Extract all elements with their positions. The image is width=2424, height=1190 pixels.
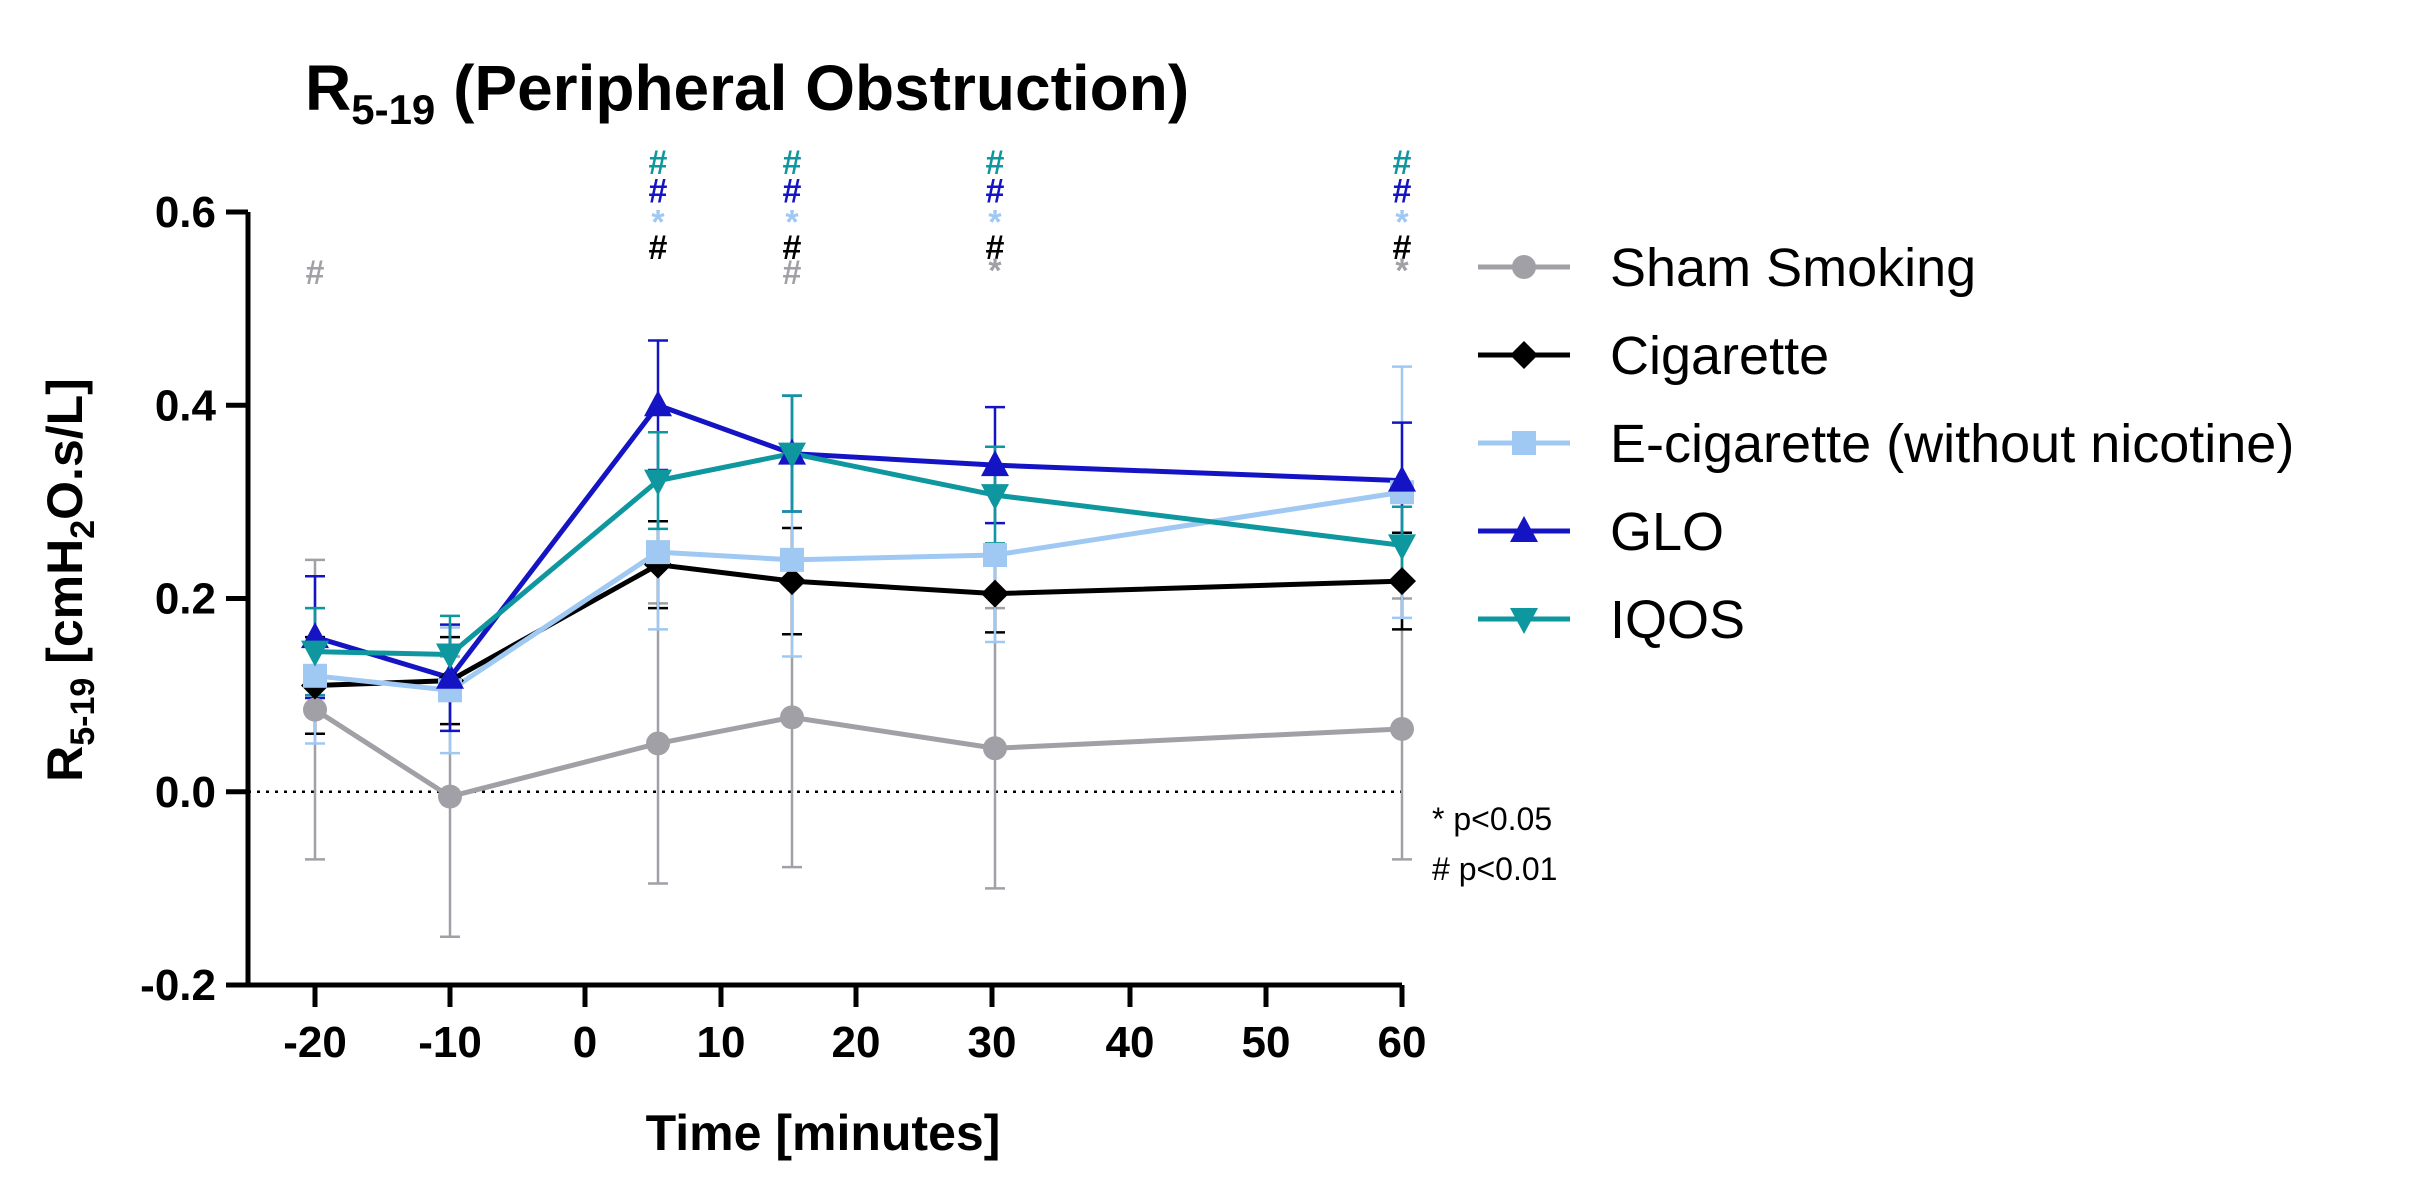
series-line xyxy=(314,402,1403,681)
significance-notes: * p<0.05 # p<0.01 xyxy=(1432,801,1557,887)
data-point xyxy=(438,784,462,809)
significance-mark: # xyxy=(986,173,1005,211)
y-tick-label: -0.2 xyxy=(140,961,216,1010)
legend-item: E-cigarette (without nicotine) xyxy=(1478,414,2294,474)
series-markers xyxy=(301,390,1416,809)
legend-label: GLO xyxy=(1610,502,1724,562)
significance-mark: # xyxy=(986,229,1005,267)
data-point xyxy=(646,731,670,756)
significance-note: * p<0.05 xyxy=(1432,801,1552,837)
significance-mark: # xyxy=(783,173,802,211)
significance-mark: * xyxy=(988,252,1002,290)
data-point xyxy=(981,579,1009,608)
significance-mark: # xyxy=(783,144,802,182)
y-label-unit-b: O.s/L] xyxy=(37,378,93,520)
data-point xyxy=(436,643,464,670)
x-tick-label: 30 xyxy=(968,1018,1017,1067)
legend-marker xyxy=(1512,255,1536,279)
legend-marker xyxy=(1510,516,1538,542)
legend-marker xyxy=(1510,341,1538,369)
data-point xyxy=(301,640,329,667)
significance-note: # p<0.01 xyxy=(1432,851,1557,887)
significance-mark: # xyxy=(649,173,668,211)
y-label-unit-a: [cmH xyxy=(37,539,93,678)
data-point xyxy=(436,662,464,689)
significance-mark: # xyxy=(1393,144,1412,182)
significance-mark: # xyxy=(783,254,802,292)
x-tick-label: 10 xyxy=(697,1018,746,1067)
significance-mark: # xyxy=(1393,229,1412,267)
y-tick-label: 0.2 xyxy=(155,575,216,624)
data-point xyxy=(1390,716,1414,741)
legend-item: IQOS xyxy=(1478,590,1745,650)
x-tick-label: 40 xyxy=(1106,1018,1155,1067)
significance-mark: # xyxy=(1393,173,1412,211)
title-main: R xyxy=(305,52,351,124)
data-point xyxy=(983,543,1007,568)
legend-item: Sham Smoking xyxy=(1478,238,1976,298)
axes: -0.2 0.0 0.2 0.4 0.6 -20 -10 0 10 20 30 40 50 60 xyxy=(140,188,1426,1067)
data-point xyxy=(1388,567,1416,596)
legend-label: Sham Smoking xyxy=(1610,238,1976,298)
series-lines xyxy=(313,402,1403,800)
y-tick-label: 0.4 xyxy=(155,381,217,430)
significance-mark: # xyxy=(783,229,802,267)
data-point xyxy=(644,469,672,496)
x-axis-label: Time [minutes] xyxy=(646,1105,1001,1161)
chart-title: R5-19 (Peripheral Obstruction) xyxy=(305,52,1189,133)
significance-mark: * xyxy=(651,204,665,242)
x-tick-label: 50 xyxy=(1242,1018,1291,1067)
significance-mark: * xyxy=(988,204,1002,242)
significance-mark: # xyxy=(649,229,668,267)
data-point xyxy=(983,736,1007,761)
x-tick-label: 60 xyxy=(1378,1018,1427,1067)
title-subscript: 5-19 xyxy=(351,86,435,133)
legend-item: Cigarette xyxy=(1478,326,1829,386)
title-rest: (Peripheral Obstruction) xyxy=(435,52,1189,124)
x-tick-label: -10 xyxy=(418,1018,482,1067)
y-label-unit-sub: 2 xyxy=(64,520,102,539)
legend-label: IQOS xyxy=(1610,590,1745,650)
y-tick-label: 0.0 xyxy=(155,768,216,817)
legend-label: Cigarette xyxy=(1610,326,1829,386)
series-line xyxy=(313,707,1403,800)
significance-mark: # xyxy=(649,144,668,182)
significance-mark: # xyxy=(986,144,1005,182)
significance-mark: * xyxy=(785,204,799,242)
data-point xyxy=(646,540,670,565)
x-tick-label: 20 xyxy=(832,1018,881,1067)
legend-marker xyxy=(1510,608,1538,634)
legend-label: E-cigarette (without nicotine) xyxy=(1610,414,2294,474)
data-point xyxy=(1388,534,1416,561)
data-point xyxy=(303,663,327,688)
significance-mark: * xyxy=(1395,204,1409,242)
significance-marks: ###*###*####*#*##*#* xyxy=(306,144,1412,292)
data-point xyxy=(780,705,804,730)
series-line xyxy=(314,562,1403,688)
data-point xyxy=(303,697,327,722)
legend-marker xyxy=(1512,431,1536,455)
y-axis-label: R5-19 [cmH2O.s/L] xyxy=(37,378,102,782)
legend: Sham Smoking Cigarette E-cigarette (withou… xyxy=(1478,238,2294,650)
data-point xyxy=(981,450,1009,477)
x-tick-label: 0 xyxy=(573,1018,597,1067)
significance-mark: * xyxy=(1395,252,1409,290)
series-line xyxy=(314,451,1403,658)
data-point xyxy=(1388,465,1416,492)
legend-item: GLO xyxy=(1478,502,1724,562)
data-point xyxy=(644,390,672,417)
data-point xyxy=(778,567,806,596)
y-label-subscript: 5-19 xyxy=(64,678,102,746)
series-line xyxy=(314,489,1403,693)
significance-mark: # xyxy=(306,254,325,292)
y-label-main: R xyxy=(37,746,93,782)
data-point xyxy=(981,484,1009,511)
y-tick-label: 0.6 xyxy=(155,188,216,237)
data-point xyxy=(778,442,806,469)
x-tick-label: -20 xyxy=(283,1018,347,1067)
data-point xyxy=(780,547,804,572)
